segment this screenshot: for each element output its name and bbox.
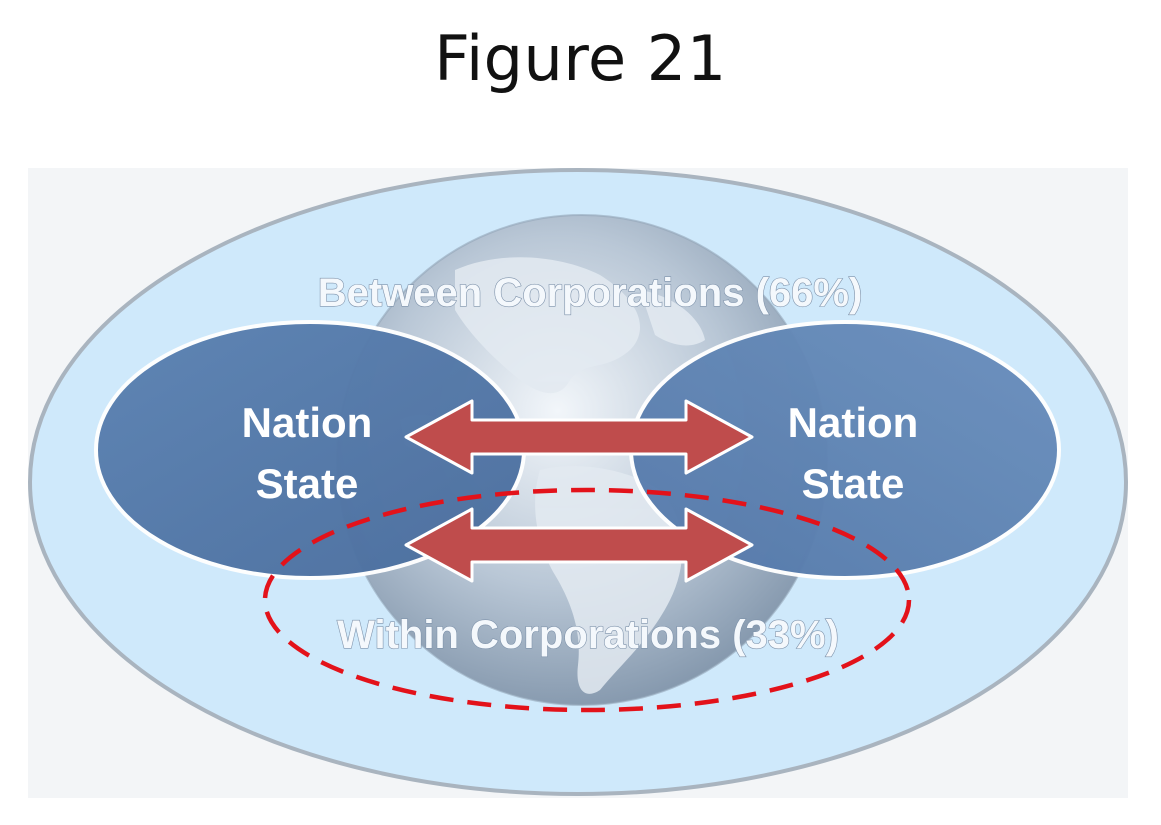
left-node-label-line1: Nation bbox=[242, 399, 373, 446]
double-arrow-icon bbox=[404, 507, 754, 583]
figure-title: Figure 21 bbox=[434, 22, 727, 95]
within-corporations-boundary bbox=[262, 487, 912, 713]
left-node-label-line2: State bbox=[256, 460, 359, 507]
within-corporations-label: Within Corporations (33%) bbox=[337, 613, 839, 657]
double-arrow-icon bbox=[404, 399, 754, 475]
globe-icon bbox=[336, 214, 828, 706]
right-node-label-line1: Nation bbox=[788, 399, 919, 446]
between-corporations-label: Between Corporations (66%) bbox=[318, 271, 863, 315]
right-node-label-line2: State bbox=[802, 460, 905, 507]
